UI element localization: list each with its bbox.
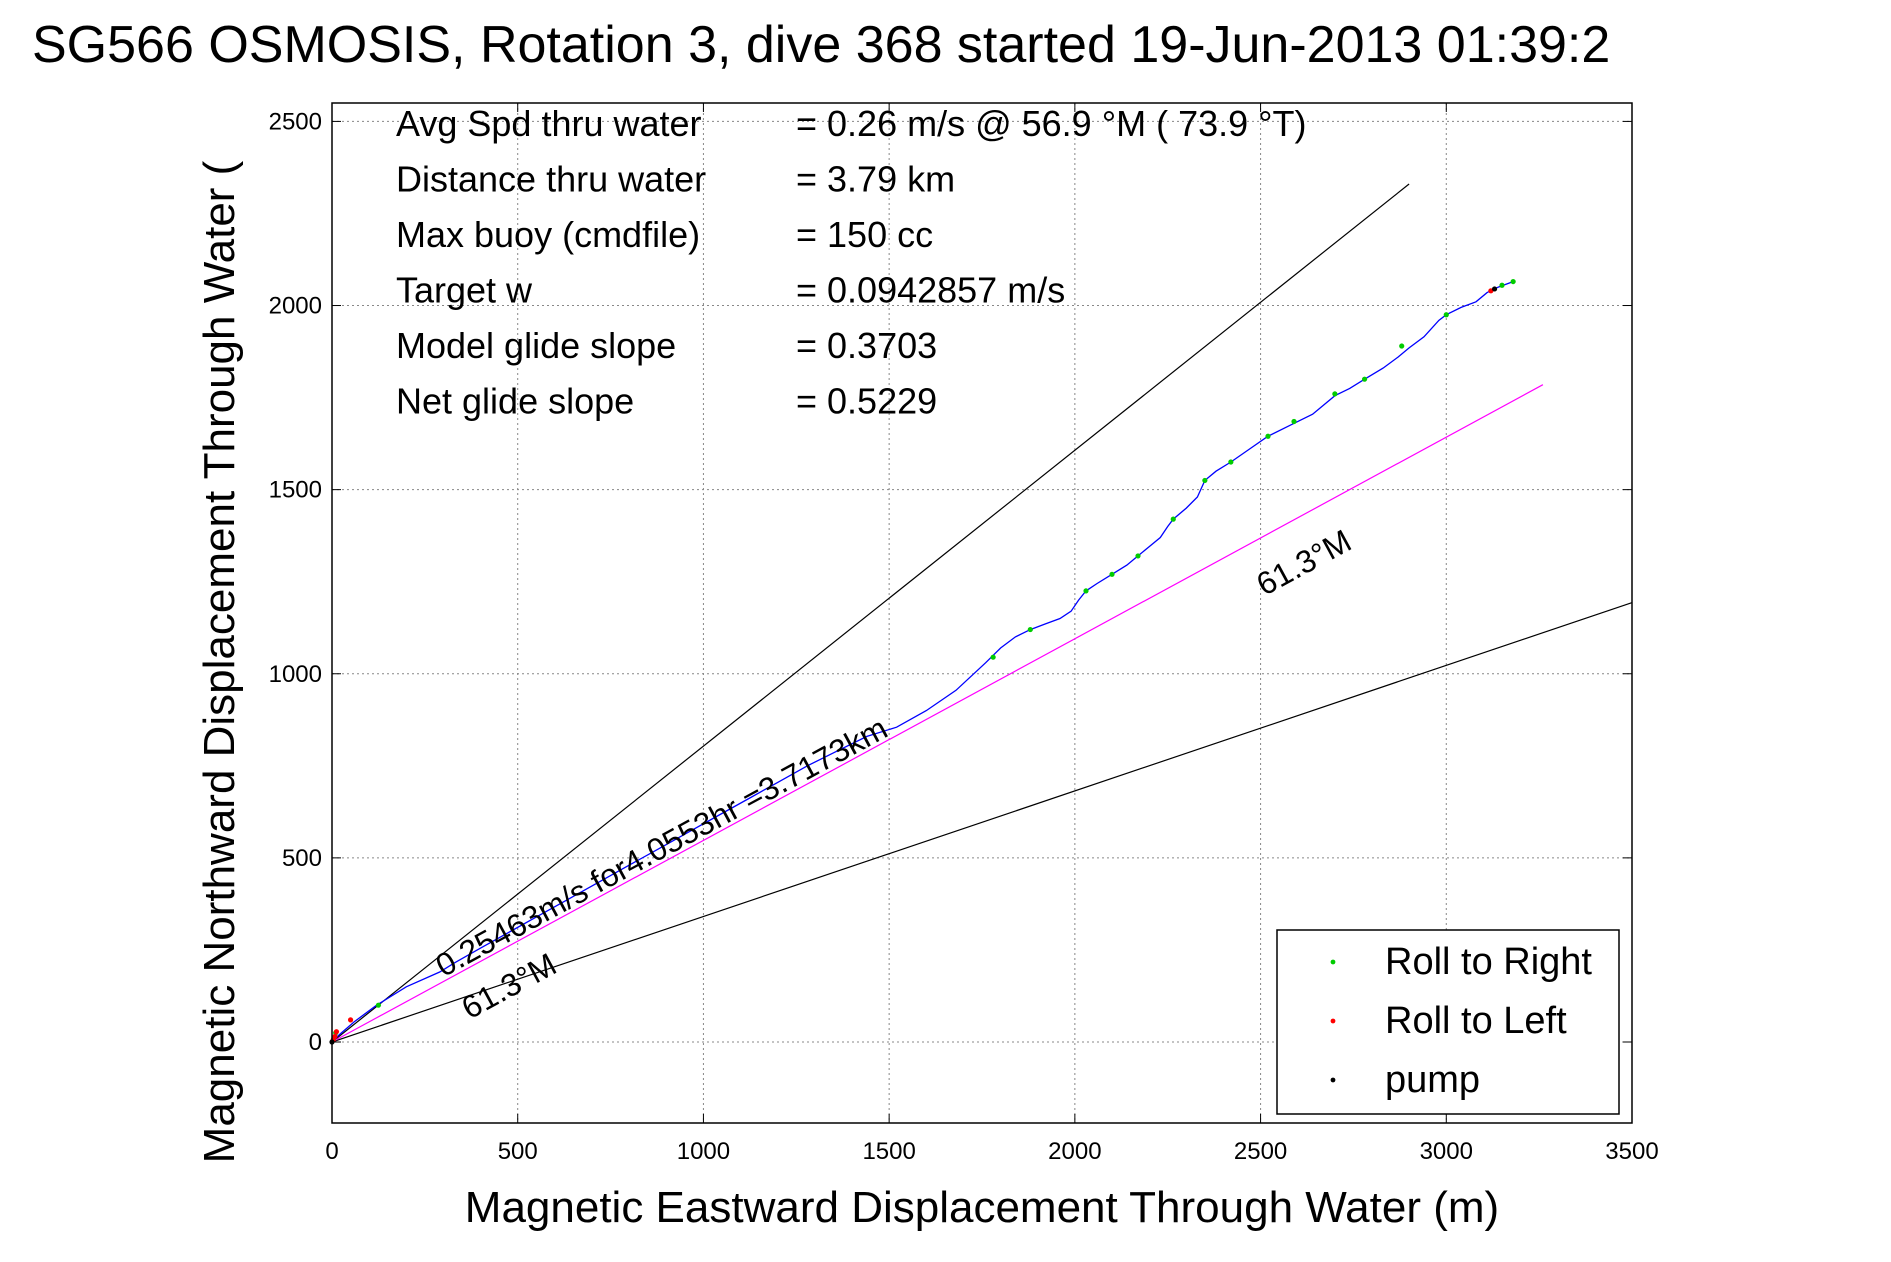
x-tick-label: 2000 (1048, 1138, 1101, 1165)
info-label: Distance thru water (396, 159, 706, 200)
legend-marker (1330, 1018, 1336, 1024)
roll-right-marker (1109, 571, 1115, 577)
x-tick-label: 1500 (862, 1138, 915, 1165)
roll-right-marker (1135, 553, 1141, 559)
roll-left-marker (333, 1029, 340, 1035)
x-tick-label: 3500 (1605, 1138, 1658, 1165)
roll-left-marker (347, 1017, 354, 1023)
data-series (332, 280, 1514, 1043)
x-tick-label: 0 (325, 1138, 338, 1165)
lower-heading-line (332, 601, 1632, 1043)
info-panel: Avg Spd thru water = 0.26 m/s @ 56.9 °M (… (396, 103, 1307, 422)
x-tick-label: 500 (498, 1138, 538, 1165)
x-axis-ticks: 0 500 1000 1500 2000 2500 3000 3500 (325, 103, 1659, 1165)
annotation-0: 0.25463m/s for4.0553hr =3.7173km (430, 710, 894, 984)
roll-left-marker (332, 1033, 338, 1040)
info-value: = 0.26 m/s @ 56.9 °M ( 73.9 °T) (796, 103, 1307, 144)
roll-right-marker (1228, 459, 1234, 465)
roll-right-marker (1399, 343, 1405, 349)
roll-right-marker (990, 654, 996, 660)
legend-label: Roll to Right (1385, 941, 1592, 983)
info-label: Max buoy (cmdfile) (396, 214, 700, 255)
y-tick-label: 1500 (269, 477, 322, 504)
grid (332, 103, 1632, 1123)
roll-right-marker (1361, 376, 1368, 382)
reference-lines (332, 183, 1632, 1043)
x-tick-label: 1000 (677, 1138, 730, 1165)
roll-right-marker (1499, 282, 1505, 288)
chart-title: SG566 OSMOSIS, Rotation 3, dive 368 star… (32, 16, 1610, 74)
y-axis-ticks: 0 500 1000 1500 2000 2500 (269, 108, 1632, 1056)
y-tick-label: 500 (282, 845, 322, 872)
roll-right-marker (1083, 588, 1089, 594)
roll-right-marker (1510, 278, 1516, 285)
mean-heading-line (332, 384, 1544, 1043)
legend: Roll to Right Roll to Left pump (1276, 929, 1620, 1115)
legend-label: Roll to Left (1385, 1000, 1567, 1042)
roll-right-marker (1202, 477, 1208, 484)
info-label: Avg Spd thru water (396, 103, 702, 144)
y-tick-label: 2000 (269, 293, 322, 320)
roll-right-marker (1265, 433, 1271, 439)
roll-right-marker (1027, 626, 1033, 633)
info-label: Target w (396, 270, 533, 311)
upper-heading-line (332, 183, 1410, 1043)
info-value: = 0.3703 (796, 325, 937, 366)
roll-right-marker (1443, 312, 1449, 318)
info-label: Net glide slope (396, 381, 634, 422)
legend-marker (1330, 1077, 1336, 1083)
info-value: = 150 cc (796, 214, 933, 255)
pump-marker (1491, 286, 1498, 292)
plot-frame (331, 102, 1633, 1124)
legend-label: pump (1385, 1059, 1480, 1101)
y-axis-label: Magnetic Northward Displacement Through … (195, 160, 244, 1163)
roll-right-marker (1332, 391, 1338, 397)
roll-right-marker (1291, 418, 1297, 425)
info-value: = 0.0942857 m/s (796, 270, 1065, 311)
info-value: = 0.5229 (796, 381, 937, 422)
x-tick-label: 2500 (1234, 1138, 1287, 1165)
track-line-0 (332, 280, 1514, 1043)
x-axis-label: Magnetic Eastward Displacement Through W… (465, 1183, 1499, 1232)
roll-right-marker (375, 1002, 382, 1008)
legend-marker (1330, 959, 1336, 965)
info-label: Model glide slope (396, 325, 676, 366)
info-value: = 3.79 km (796, 159, 955, 200)
roll-right-marker (1170, 516, 1176, 522)
y-tick-label: 0 (309, 1029, 322, 1056)
y-tick-label: 1000 (269, 661, 322, 688)
y-tick-label: 2500 (269, 108, 322, 135)
annotations: 0.25463m/s for4.0553hr =3.7173km61.3°M61… (430, 522, 1357, 1026)
x-tick-label: 3000 (1420, 1138, 1473, 1165)
